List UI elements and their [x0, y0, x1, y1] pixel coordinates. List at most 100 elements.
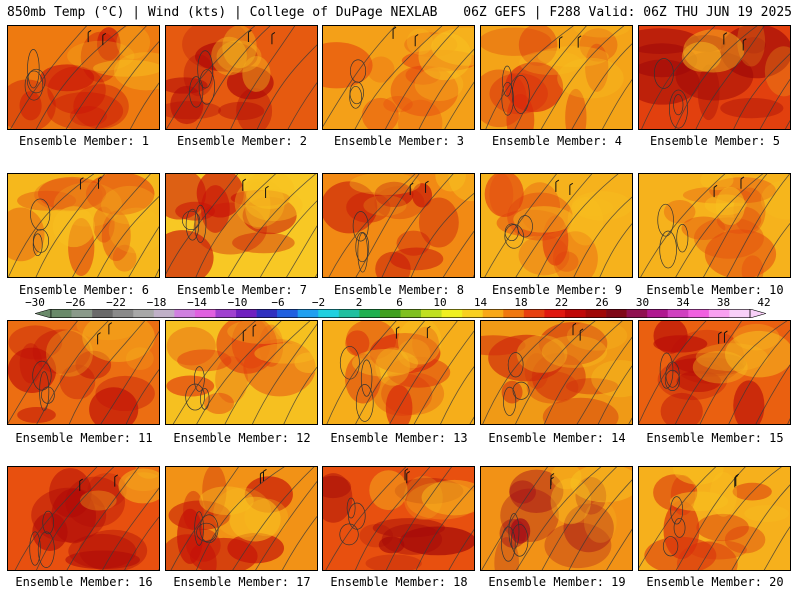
ensemble-member-map	[480, 320, 633, 425]
colorbar-segment	[647, 309, 669, 318]
colorbar-tick-label: −14	[187, 296, 207, 309]
colorbar-segment	[318, 309, 340, 318]
colorbar-tick-label: 18	[514, 296, 528, 309]
ensemble-member-label: Ensemble Member: 10	[646, 283, 784, 297]
colorbar-segment	[51, 309, 72, 318]
ensemble-member-map	[322, 25, 475, 130]
ensemble-member-label: Ensemble Member: 1	[18, 134, 150, 148]
ensemble-member-map	[322, 320, 475, 425]
ensemble-member-label: Ensemble Member: 3	[333, 134, 465, 148]
colorbar-segment	[585, 309, 607, 318]
colorbar-segment	[523, 309, 545, 318]
temperature-field	[166, 321, 317, 424]
ensemble-member-label: Ensemble Member: 8	[333, 283, 465, 297]
temperature-field	[166, 467, 317, 570]
ensemble-member-label: Ensemble Member: 17	[173, 575, 311, 589]
temperature-field	[323, 26, 474, 129]
colorbar-segment	[544, 309, 566, 318]
colorbar-segment	[277, 309, 299, 318]
ensemble-member-label: Ensemble Member: 18	[330, 575, 468, 589]
ensemble-member-label: Ensemble Member: 6	[18, 283, 150, 297]
colorbar-segment	[626, 309, 648, 318]
colorbar-tick-label: −26	[65, 296, 86, 309]
colorbar-segment	[482, 309, 504, 318]
colorbar-segment	[112, 309, 134, 318]
map-title: 850mb Temp (°C) | Wind (kts) | College o…	[7, 5, 438, 20]
colorbar-segment	[708, 309, 730, 318]
ensemble-member-map	[7, 173, 160, 278]
ensemble-member-map	[7, 25, 160, 130]
colorbar-segment	[338, 309, 360, 318]
colorbar-segment	[667, 309, 689, 318]
colorbar-segment	[400, 309, 422, 318]
colorbar-segment	[92, 309, 113, 318]
temperature-field	[8, 26, 159, 129]
ensemble-member-label: Ensemble Member: 7	[176, 283, 308, 297]
temperature-field	[8, 467, 159, 570]
temperature-field	[323, 174, 474, 277]
colorbar-tick-label: −6	[271, 296, 285, 309]
colorbar-segment	[564, 309, 586, 318]
colorbar-segment	[441, 309, 463, 318]
ensemble-member-map	[638, 320, 791, 425]
ensemble-member-map	[480, 466, 633, 571]
colorbar-tick-label: −22	[106, 296, 126, 309]
temperature-field	[639, 174, 790, 277]
ensemble-member-map	[322, 173, 475, 278]
colorbar-segment	[729, 309, 751, 318]
temperature-field	[8, 174, 159, 277]
temperature-field	[639, 467, 790, 570]
ensemble-member-label: Ensemble Member: 5	[649, 134, 781, 148]
ensemble-member-map	[638, 466, 791, 571]
ensemble-member-label: Ensemble Member: 2	[176, 134, 308, 148]
colorbar-min-arrow	[35, 309, 52, 318]
temperature-field	[481, 321, 632, 424]
colorbar-segment	[236, 309, 257, 318]
colorbar-segment	[71, 309, 93, 318]
colorbar-tick-label: −18	[146, 296, 167, 309]
ensemble-member-label: Ensemble Member: 12	[173, 431, 311, 445]
colorbar-tick-label: 30	[635, 296, 650, 309]
colorbar-tick-label: 34	[676, 296, 690, 309]
colorbar-tick-label: 22	[554, 296, 569, 309]
colorbar-segment	[462, 309, 484, 318]
ensemble-member-label: Ensemble Member: 4	[491, 134, 623, 148]
ensemble-member-map	[165, 173, 318, 278]
colorbar-segment	[688, 309, 710, 318]
ensemble-member-label: Ensemble Member: 14	[488, 431, 626, 445]
ensemble-member-map	[7, 320, 160, 425]
colorbar-segment	[297, 309, 319, 318]
temperature-field	[481, 174, 632, 277]
ensemble-member-label: Ensemble Member: 11	[15, 431, 153, 445]
colorbar-tick-label: −30	[25, 296, 45, 309]
colorbar-tick-label: 2	[355, 296, 363, 309]
colorbar-segment	[503, 309, 525, 318]
colorbar-segment	[379, 309, 401, 318]
ensemble-member-map	[322, 466, 475, 571]
colorbar-tick-label: 14	[473, 296, 488, 309]
model-run-info: 06Z GEFS | F288 Valid: 06Z THU JUN 19 20…	[463, 5, 792, 20]
ensemble-member-label: Ensemble Member: 16	[15, 575, 153, 589]
temperature-field	[639, 321, 790, 424]
ensemble-member-label: Ensemble Member: 15	[646, 431, 784, 445]
ensemble-member-map	[165, 25, 318, 130]
ensemble-member-label: Ensemble Member: 20	[646, 575, 784, 589]
colorbar-segment	[174, 309, 196, 318]
ensemble-member-map	[7, 466, 160, 571]
ensemble-member-label: Ensemble Member: 9	[491, 283, 623, 297]
colorbar-segment	[359, 309, 381, 318]
temperature-field	[481, 467, 632, 570]
temperature-field	[639, 26, 790, 129]
ensemble-member-map	[480, 25, 633, 130]
colorbar-segment	[133, 309, 155, 318]
colorbar-segment	[421, 309, 442, 318]
temperature-field	[323, 467, 474, 570]
colorbar-segment	[256, 309, 278, 318]
colorbar-graphic	[35, 309, 766, 318]
ensemble-member-label: Ensemble Member: 13	[330, 431, 468, 445]
colorbar-segment	[153, 309, 175, 318]
colorbar-tick-label: −10	[227, 296, 248, 309]
colorbar-tick-label: −2	[311, 296, 326, 309]
colorbar-segment	[194, 309, 216, 318]
ensemble-member-map	[165, 466, 318, 571]
